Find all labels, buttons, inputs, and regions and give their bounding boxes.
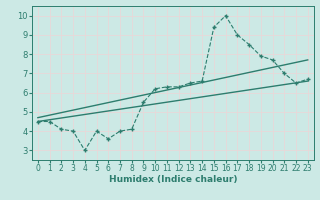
X-axis label: Humidex (Indice chaleur): Humidex (Indice chaleur) [108,175,237,184]
